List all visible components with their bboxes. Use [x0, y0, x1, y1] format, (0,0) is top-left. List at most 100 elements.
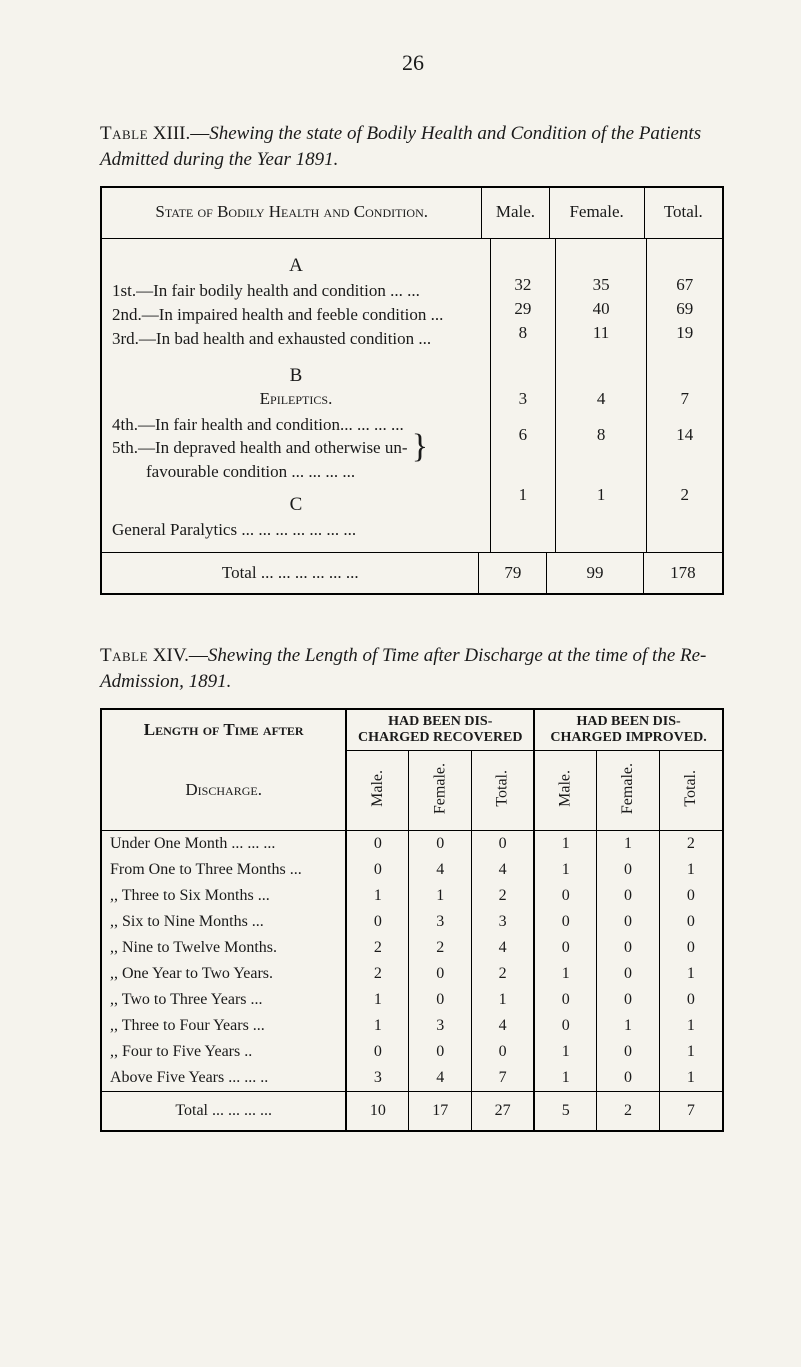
table13-caption-text: Shewing the state of Bodily Health and C… — [100, 123, 701, 170]
cell: 5 — [534, 1092, 597, 1131]
cell: 35 — [560, 273, 643, 297]
cell: 1 — [534, 1065, 597, 1092]
table14-grid: Length of Time after HAD BEEN DIS- CHARG… — [102, 710, 722, 1130]
brace-icon: } — [412, 437, 428, 457]
cell: 0 — [597, 935, 660, 961]
cell: 0 — [409, 961, 472, 987]
table13-female-column: 35 40 11 4 8 1 — [556, 239, 648, 552]
col-total-2: Total. — [659, 751, 722, 831]
cell: 2 — [346, 935, 409, 961]
cell: 3 — [472, 909, 535, 935]
group2-l2: CHARGED IMPROVED. — [550, 730, 706, 745]
table13-male-column: 32 29 8 3 6 1 — [491, 239, 556, 552]
cell: 1 — [659, 1039, 722, 1065]
cell: 0 — [472, 831, 535, 858]
table13-header-female: Female. — [550, 188, 645, 238]
cell: 17 — [409, 1092, 472, 1131]
cell: 0 — [659, 935, 722, 961]
table13-total-row: Total ... ... ... ... ... ... 79 99 178 — [102, 553, 722, 593]
cell: 2 — [346, 961, 409, 987]
cell: 0 — [534, 909, 597, 935]
cell: 0 — [472, 1039, 535, 1065]
cell: 0 — [597, 987, 660, 1013]
table14-number: XIV. — [153, 645, 189, 666]
cell: 4 — [472, 935, 535, 961]
row-label: Under One Month ... ... ... — [102, 831, 346, 858]
row-1st: 1st.—In fair bodily health and condition… — [112, 279, 480, 303]
cell: 40 — [560, 297, 643, 321]
cell: 4 — [472, 1013, 535, 1039]
section-a: A — [112, 255, 480, 277]
cell: 2 — [659, 831, 722, 858]
cell: 1 — [409, 883, 472, 909]
cell: 4 — [409, 857, 472, 883]
table14-total-row: Total ... ... ... ... 10 17 27 5 2 7 — [102, 1092, 722, 1131]
row-5th: 5th.—In depraved health and otherwise un… — [112, 436, 480, 484]
row-5th-line2: favourable condition ... ... ... ... — [146, 462, 355, 481]
table-row: From One to Three Months ...044101 — [102, 857, 722, 883]
table13-header: State of Bodily Health and Condition. Ma… — [102, 188, 722, 239]
cell: 11 — [560, 321, 643, 345]
table14-group2: HAD BEEN DIS- CHARGED IMPROVED. — [534, 710, 722, 751]
cell: 3 — [346, 1065, 409, 1092]
table13-total-label: Total ... ... ... ... ... ... — [102, 553, 479, 593]
group1-l1: HAD BEEN DIS- — [388, 714, 492, 729]
cell: 0 — [534, 935, 597, 961]
cell: 7 — [659, 1092, 722, 1131]
col-total-1: Total. — [472, 751, 535, 831]
col-total-1-label: Total. — [494, 759, 512, 817]
table14-body: Under One Month ... ... ...000112 From O… — [102, 831, 722, 1092]
row-label: ,, Three to Six Months ... — [102, 883, 346, 909]
cell: 4 — [560, 387, 643, 411]
row-2nd-label: 2nd.—In impaired health and feeble condi… — [112, 303, 480, 327]
cell: 2 — [409, 935, 472, 961]
table13-header-male: Male. — [482, 188, 549, 238]
section-c: C — [112, 494, 480, 516]
cell: 1 — [346, 1013, 409, 1039]
row-5th-line1: 5th.—In depraved health and otherwise un… — [112, 438, 408, 457]
cell: 0 — [597, 961, 660, 987]
table14-header-length1: Length of Time after — [102, 710, 346, 751]
table13-total-male: 79 — [479, 553, 547, 593]
table-row: ,, Nine to Twelve Months.224000 — [102, 935, 722, 961]
table-row: ,, Three to Six Months ...112000 — [102, 883, 722, 909]
cell: 27 — [472, 1092, 535, 1131]
cell: 3 — [495, 387, 551, 411]
col-total-2-label: Total. — [682, 759, 700, 817]
row-5th-label: 5th.—In depraved health and otherwise un… — [112, 436, 480, 484]
col-female-2-label: Female. — [619, 759, 637, 817]
cell: 0 — [659, 909, 722, 935]
col-male-1-label: Male. — [369, 759, 387, 817]
table-row: ,, Three to Four Years ...134011 — [102, 1013, 722, 1039]
cell: 3 — [409, 909, 472, 935]
cell: 6 — [495, 411, 551, 459]
row-1st-label: 1st.—In fair bodily health and condition… — [112, 279, 480, 303]
cell: 3 — [409, 1013, 472, 1039]
cell: 0 — [409, 1039, 472, 1065]
cell: 10 — [346, 1092, 409, 1131]
table-row: ,, Two to Three Years ...101000 — [102, 987, 722, 1013]
table13-number: XIII. — [153, 123, 190, 144]
cell: 0 — [597, 857, 660, 883]
cell: 1 — [534, 961, 597, 987]
cell: 1 — [560, 483, 643, 507]
table13-body: A 1st.—In fair bodily health and conditi… — [102, 239, 722, 553]
col-male-1: Male. — [346, 751, 409, 831]
cell: 0 — [346, 857, 409, 883]
cell: 0 — [659, 883, 722, 909]
table14-label: Table — [100, 645, 148, 666]
table14-total-label: Total ... ... ... ... — [102, 1092, 346, 1131]
table13-label: Table — [100, 123, 148, 144]
table14: Length of Time after HAD BEEN DIS- CHARG… — [100, 708, 724, 1132]
row-3rd: 3rd.—In bad health and exhausted conditi… — [112, 327, 480, 351]
cell: 19 — [651, 321, 718, 345]
col-male-2-label: Male. — [557, 759, 575, 817]
row-label: ,, Three to Four Years ... — [102, 1013, 346, 1039]
cell: 1 — [534, 1039, 597, 1065]
cell: 0 — [346, 909, 409, 935]
cell: 1 — [534, 857, 597, 883]
cell: 0 — [346, 831, 409, 858]
table-row: ,, Four to Five Years ..000101 — [102, 1039, 722, 1065]
cell: 14 — [651, 411, 718, 459]
cell: 0 — [409, 831, 472, 858]
